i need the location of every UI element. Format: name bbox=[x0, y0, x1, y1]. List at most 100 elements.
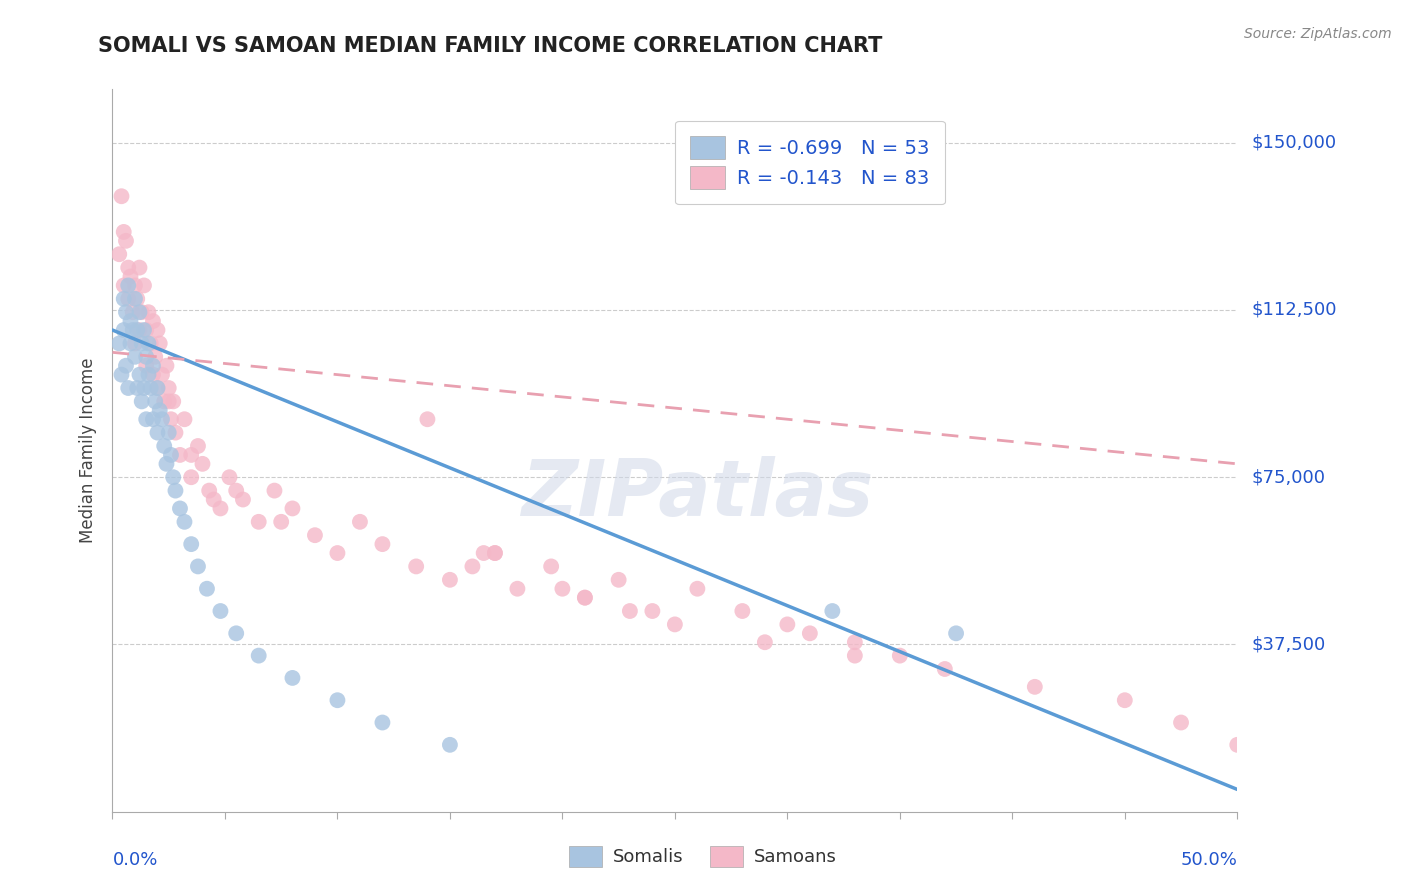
Point bbox=[619, 604, 641, 618]
Point bbox=[117, 278, 139, 293]
Point bbox=[1024, 680, 1046, 694]
Point bbox=[484, 546, 506, 560]
Point bbox=[889, 648, 911, 663]
Point bbox=[472, 546, 495, 560]
Point bbox=[162, 394, 184, 409]
Point bbox=[121, 323, 143, 337]
Point bbox=[173, 515, 195, 529]
Point bbox=[209, 501, 232, 516]
Point bbox=[117, 292, 139, 306]
Point bbox=[187, 559, 209, 574]
Point bbox=[121, 305, 143, 319]
Point bbox=[132, 381, 155, 395]
Point bbox=[155, 359, 177, 373]
Point bbox=[157, 425, 180, 440]
Point bbox=[112, 225, 135, 239]
Point bbox=[209, 604, 232, 618]
Point bbox=[143, 350, 166, 364]
Point bbox=[180, 470, 202, 484]
Point bbox=[169, 501, 191, 516]
Point bbox=[153, 439, 176, 453]
Legend: Somalis, Samoans: Somalis, Samoans bbox=[562, 838, 844, 874]
Point bbox=[225, 483, 247, 498]
Point bbox=[844, 648, 866, 663]
Point bbox=[131, 336, 153, 351]
Point bbox=[371, 715, 394, 730]
Point bbox=[162, 470, 184, 484]
Point bbox=[169, 448, 191, 462]
Point bbox=[142, 359, 165, 373]
Point bbox=[132, 278, 155, 293]
Point bbox=[146, 381, 169, 395]
Point bbox=[180, 537, 202, 551]
Point bbox=[112, 292, 135, 306]
Point bbox=[112, 323, 135, 337]
Point bbox=[142, 368, 165, 382]
Point bbox=[127, 381, 149, 395]
Point bbox=[139, 381, 162, 395]
Point bbox=[225, 626, 247, 640]
Point bbox=[124, 350, 146, 364]
Point bbox=[754, 635, 776, 649]
Point bbox=[135, 323, 157, 337]
Point bbox=[149, 403, 172, 417]
Point bbox=[124, 292, 146, 306]
Point bbox=[115, 234, 138, 248]
Point bbox=[112, 278, 135, 293]
Point bbox=[540, 559, 562, 574]
Point bbox=[731, 604, 754, 618]
Point bbox=[127, 323, 149, 337]
Point bbox=[439, 738, 461, 752]
Point bbox=[506, 582, 529, 596]
Point bbox=[115, 359, 138, 373]
Point bbox=[165, 425, 187, 440]
Point bbox=[115, 305, 138, 319]
Point bbox=[405, 559, 427, 574]
Point bbox=[326, 693, 349, 707]
Text: $37,500: $37,500 bbox=[1251, 635, 1326, 654]
Point bbox=[135, 412, 157, 426]
Point bbox=[149, 336, 172, 351]
Point bbox=[281, 501, 304, 516]
Point bbox=[110, 368, 132, 382]
Point bbox=[484, 546, 506, 560]
Point bbox=[165, 483, 187, 498]
Point bbox=[139, 336, 162, 351]
Point bbox=[160, 448, 183, 462]
Point bbox=[131, 394, 153, 409]
Point bbox=[146, 323, 169, 337]
Point bbox=[218, 470, 240, 484]
Point bbox=[120, 336, 142, 351]
Point bbox=[131, 305, 153, 319]
Point bbox=[143, 394, 166, 409]
Text: $150,000: $150,000 bbox=[1251, 134, 1336, 152]
Point bbox=[142, 412, 165, 426]
Point bbox=[247, 515, 270, 529]
Point bbox=[799, 626, 821, 640]
Point bbox=[270, 515, 292, 529]
Point bbox=[132, 323, 155, 337]
Point bbox=[180, 448, 202, 462]
Point bbox=[187, 439, 209, 453]
Point bbox=[304, 528, 326, 542]
Point bbox=[1114, 693, 1136, 707]
Point bbox=[641, 604, 664, 618]
Point bbox=[155, 457, 177, 471]
Point bbox=[232, 492, 254, 507]
Point bbox=[574, 591, 596, 605]
Point bbox=[135, 350, 157, 364]
Point bbox=[263, 483, 285, 498]
Text: $75,000: $75,000 bbox=[1251, 468, 1326, 486]
Legend: R = -0.699   N = 53, R = -0.143   N = 83: R = -0.699 N = 53, R = -0.143 N = 83 bbox=[675, 120, 945, 204]
Point bbox=[120, 314, 142, 328]
Point bbox=[135, 359, 157, 373]
Point bbox=[821, 604, 844, 618]
Point bbox=[1226, 738, 1249, 752]
Point bbox=[195, 582, 218, 596]
Point bbox=[138, 336, 160, 351]
Text: ZIPatlas: ZIPatlas bbox=[522, 456, 873, 532]
Point bbox=[127, 292, 149, 306]
Point bbox=[202, 492, 225, 507]
Point bbox=[844, 635, 866, 649]
Point bbox=[371, 537, 394, 551]
